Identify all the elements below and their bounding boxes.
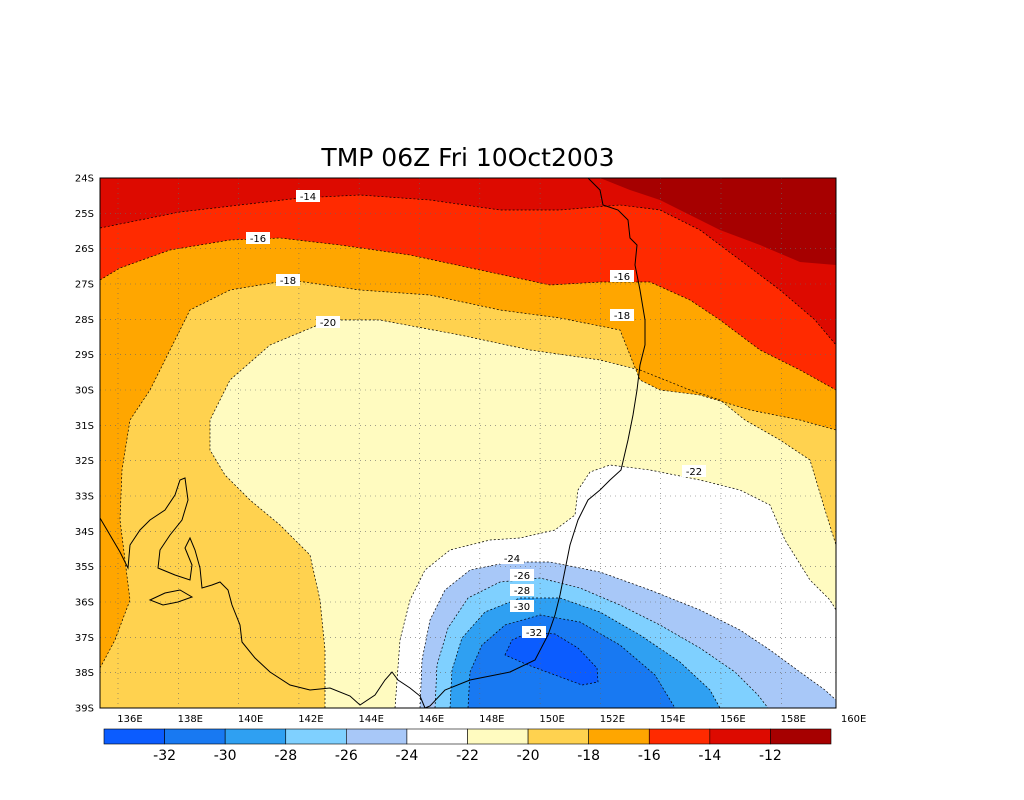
svg-text:-16: -16: [614, 272, 630, 283]
svg-text:-14: -14: [300, 192, 316, 203]
colorbar-tick-label: -26: [335, 748, 358, 764]
colorbar-box: [164, 728, 226, 745]
colorbar-box: [285, 728, 347, 745]
colorbar-box: [588, 728, 650, 745]
colorbar-box: [224, 728, 287, 745]
latitude-label: 26S: [75, 244, 94, 255]
svg-text:-20: -20: [320, 318, 336, 329]
contour-label: -28: [510, 584, 534, 597]
colorbar-box: [406, 728, 468, 745]
svg-text:-18: -18: [280, 276, 296, 287]
longitude-label: 158E: [781, 714, 806, 725]
longitude-label: 144E: [358, 714, 383, 725]
colorbar-tick-labels: -32 -30 -28 -26 -24 -22 -20 -18 -16 -14 -12: [153, 748, 782, 764]
latitude-label: 33S: [75, 492, 94, 503]
svg-text:-30: -30: [514, 602, 530, 613]
longitude-label: 154E: [660, 714, 685, 725]
colorbar-box: [467, 728, 529, 745]
latitude-label: 31S: [75, 421, 94, 432]
band-core: [505, 632, 598, 685]
coastline: [99, 177, 646, 709]
contour-labels: -14 -16 -16 -18 -18 -20 -22 -24 -26 -28 …: [246, 190, 706, 639]
colorbar-box: [709, 728, 771, 745]
contour-label: -24: [500, 552, 524, 565]
svg-text:-16: -16: [250, 234, 266, 245]
grid-lines: [100, 178, 836, 708]
longitude-label: 148E: [479, 714, 504, 725]
map-title: TMP 06Z Fri 10Oct2003: [320, 143, 614, 172]
latitude-label: 30S: [75, 386, 94, 397]
colorbar: -32 -30 -28 -26 -24 -22 -20 -18 -16 -14 -12: [103, 728, 832, 764]
band-minus18: [100, 178, 836, 668]
svg-text:-22: -22: [686, 467, 702, 478]
latitude-label: 34S: [75, 527, 94, 538]
contour-label: -14: [296, 190, 320, 203]
map-frame: [99, 177, 837, 709]
colorbar-tick-label: -30: [214, 748, 237, 764]
contour-label: -20: [316, 316, 340, 329]
colorbar-box: [770, 728, 832, 745]
colorbar-tick-label: -24: [395, 748, 418, 764]
latitude-label: 37S: [75, 633, 94, 644]
map-panel: -14 -16 -16 -18 -18 -20 -22 -24 -26 -28 …: [75, 174, 866, 726]
longitude-label: 160E: [841, 714, 866, 725]
longitude-labels: 136E 138E 140E 142E 144E 146E 148E 150E 152E 154E…: [117, 714, 866, 725]
colorbar-tick-label: -16: [638, 748, 661, 764]
longitude-label: 150E: [539, 714, 564, 725]
colorbar-box: [346, 728, 408, 745]
colorbar-tick-label: -22: [456, 748, 479, 764]
contour-lines: [99, 194, 837, 709]
svg-text:-26: -26: [514, 571, 530, 582]
colorbar-tick-label: -28: [274, 748, 297, 764]
latitude-label: 35S: [75, 562, 94, 573]
colorbar-tick-label: -32: [153, 748, 176, 764]
longitude-label: 146E: [419, 714, 444, 725]
latitude-label: 38S: [75, 668, 94, 679]
latitude-label: 32S: [75, 456, 94, 467]
contour-label: -16: [610, 270, 634, 283]
svg-text:-32: -32: [526, 628, 542, 639]
svg-text:-28: -28: [514, 586, 530, 597]
band-minus12: [600, 178, 836, 265]
contour-label: -22: [682, 465, 706, 478]
contour-label: -32: [522, 626, 546, 639]
latitude-label: 36S: [75, 598, 94, 609]
svg-text:-24: -24: [504, 554, 520, 565]
longitude-label: 138E: [178, 714, 203, 725]
svg-text:-18: -18: [614, 311, 630, 322]
band-minus16: [100, 178, 836, 390]
colorbar-box: [527, 728, 589, 745]
contour-label: -30: [510, 600, 534, 613]
longitude-label: 152E: [600, 714, 625, 725]
latitude-labels: 24S 25S 26S 27S 28S 29S 30S 31S 32S 33S 34S 35S 36S 3…: [75, 174, 94, 715]
colorbar-box: [103, 728, 165, 745]
contour-label: -16: [246, 232, 270, 245]
longitude-label: 142E: [298, 714, 323, 725]
contour-label: -26: [510, 569, 534, 582]
colorbar-tick-label: -18: [577, 748, 600, 764]
contour-label: -18: [610, 309, 634, 322]
colorbar-tick-label: -12: [759, 748, 782, 764]
longitude-label: 140E: [238, 714, 263, 725]
colorbar-tick-label: -20: [517, 748, 540, 764]
latitude-label: 39S: [75, 704, 94, 715]
colorbar-boxes: [103, 728, 832, 745]
latitude-label: 29S: [75, 350, 94, 361]
colorbar-tick-label: -14: [698, 748, 721, 764]
contour-label: -18: [276, 274, 300, 287]
latitude-label: 27S: [75, 280, 94, 291]
longitude-label: 156E: [720, 714, 745, 725]
colorbar-box: [648, 728, 711, 745]
longitude-label: 136E: [117, 714, 142, 725]
latitude-label: 25S: [75, 209, 94, 220]
latitude-label: 28S: [75, 315, 94, 326]
latitude-label: 24S: [75, 174, 94, 185]
